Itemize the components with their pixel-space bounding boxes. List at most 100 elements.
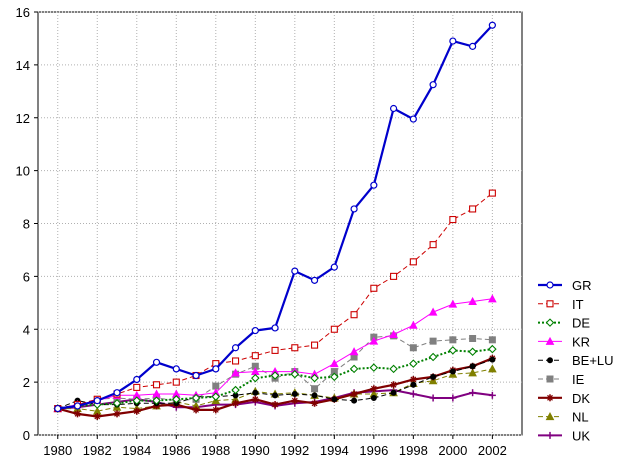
legend-marker bbox=[545, 318, 555, 327]
y-tick-label: 4 bbox=[23, 322, 30, 337]
data-point bbox=[369, 336, 379, 345]
data-point bbox=[370, 394, 377, 401]
data-point bbox=[350, 390, 358, 398]
data-point bbox=[468, 296, 477, 305]
series-group bbox=[53, 21, 497, 420]
plot-frame bbox=[37, 11, 523, 436]
data-point bbox=[310, 276, 319, 284]
data-point bbox=[251, 326, 259, 335]
legend-item: DE bbox=[538, 316, 590, 331]
data-point bbox=[448, 299, 458, 308]
data-point bbox=[428, 307, 438, 316]
y-tick-label: 6 bbox=[23, 269, 30, 284]
y-tick-label: 16 bbox=[16, 5, 30, 20]
data-point bbox=[113, 389, 121, 397]
data-point bbox=[270, 371, 280, 380]
data-point bbox=[370, 385, 378, 393]
data-point bbox=[488, 391, 496, 399]
x-tick-label: 1984 bbox=[122, 443, 151, 458]
legend: GR IT DE KR BE+LU IE DK NL UK bbox=[538, 278, 614, 443]
legend-label: GR bbox=[572, 278, 592, 293]
data-point bbox=[330, 372, 339, 382]
data-point bbox=[409, 344, 417, 352]
data-point bbox=[468, 347, 477, 356]
data-point bbox=[172, 395, 181, 404]
legend-marker bbox=[546, 375, 554, 383]
data-point bbox=[93, 397, 101, 405]
data-point bbox=[409, 115, 417, 123]
data-point bbox=[430, 373, 437, 380]
data-point bbox=[351, 397, 358, 404]
y-tick-label: 14 bbox=[16, 58, 30, 73]
data-point bbox=[291, 344, 299, 352]
data-point bbox=[469, 335, 477, 343]
data-point bbox=[350, 311, 358, 319]
data-point bbox=[389, 104, 398, 113]
x-tick-label: 1992 bbox=[280, 443, 309, 458]
x-tick-label: 1986 bbox=[162, 443, 191, 458]
legend-label: IT bbox=[572, 297, 584, 312]
x-tick-label: 1988 bbox=[201, 443, 230, 458]
series-gr bbox=[54, 21, 496, 413]
data-point bbox=[251, 373, 260, 383]
data-point bbox=[191, 393, 201, 403]
data-point bbox=[271, 324, 279, 332]
data-point bbox=[409, 258, 417, 266]
legend-item: DK bbox=[538, 391, 590, 406]
x-tick-label: 1980 bbox=[43, 443, 72, 458]
y-tick-label: 0 bbox=[23, 428, 30, 443]
data-point bbox=[448, 346, 458, 355]
data-point bbox=[231, 368, 240, 377]
data-point bbox=[449, 394, 457, 402]
legend-label: NL bbox=[572, 410, 589, 425]
data-point bbox=[291, 267, 299, 275]
data-point bbox=[449, 37, 457, 45]
data-point bbox=[251, 395, 259, 403]
data-point bbox=[349, 347, 359, 356]
legend-item: UK bbox=[538, 428, 590, 443]
data-point bbox=[172, 378, 180, 386]
data-point bbox=[152, 396, 161, 405]
x-tick-label: 1994 bbox=[320, 443, 349, 458]
data-point bbox=[469, 389, 477, 397]
data-point bbox=[311, 399, 319, 407]
data-point bbox=[113, 410, 121, 418]
legend-label: BE+LU bbox=[572, 353, 614, 368]
data-point bbox=[291, 397, 299, 405]
legend-marker bbox=[547, 357, 553, 364]
legend-label: DE bbox=[572, 316, 590, 331]
data-point bbox=[93, 412, 101, 420]
axes: 1980 1982 1984 1986 1988 1990 1992 1994 1996 1998… bbox=[16, 5, 507, 458]
data-point bbox=[429, 81, 437, 89]
data-point bbox=[428, 352, 438, 362]
data-point bbox=[311, 392, 318, 399]
y-tick-label: 12 bbox=[16, 111, 30, 126]
data-point bbox=[112, 398, 122, 408]
data-point bbox=[232, 399, 240, 407]
legend-marker bbox=[546, 431, 554, 439]
data-point bbox=[390, 272, 398, 280]
data-point bbox=[449, 215, 457, 224]
legend-label: DK bbox=[572, 391, 590, 406]
data-point bbox=[152, 381, 161, 389]
data-point bbox=[330, 325, 338, 333]
series-line bbox=[57, 335, 493, 410]
data-point bbox=[429, 241, 437, 249]
data-point bbox=[192, 371, 200, 380]
x-tick-label: 1996 bbox=[359, 443, 388, 458]
legend-marker bbox=[546, 281, 554, 289]
data-point bbox=[192, 406, 200, 414]
data-point bbox=[291, 391, 298, 398]
data-point bbox=[311, 385, 319, 393]
data-point bbox=[350, 205, 358, 213]
x-tick-label: 1990 bbox=[241, 443, 270, 458]
data-point bbox=[331, 396, 338, 403]
data-point bbox=[152, 358, 161, 366]
data-point bbox=[133, 383, 141, 391]
legend-item: IE bbox=[538, 372, 585, 387]
y-tick-label: 8 bbox=[23, 217, 30, 232]
data-point bbox=[488, 189, 496, 197]
data-point bbox=[488, 364, 497, 373]
